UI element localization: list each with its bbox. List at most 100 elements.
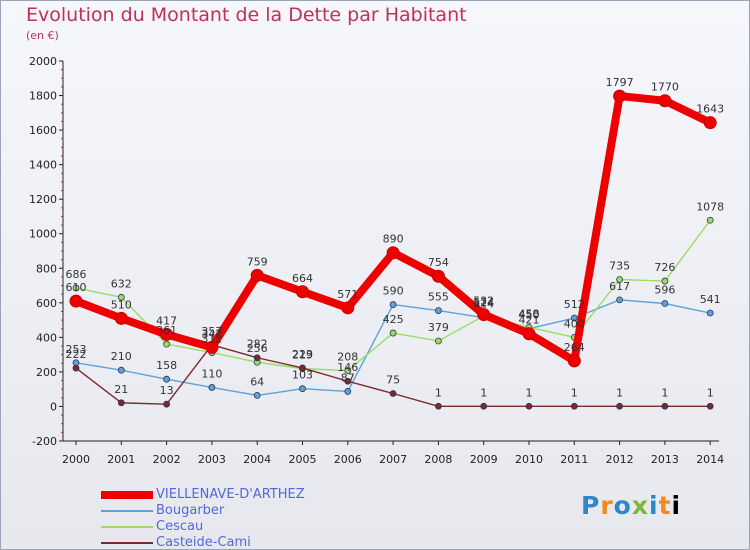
data-label-1: 555 — [428, 291, 449, 304]
y-tick-label: 1200 — [29, 193, 57, 206]
x-tick-label: 2004 — [243, 453, 271, 466]
x-tick-label: 2000 — [62, 453, 90, 466]
data-label-2: 256 — [247, 342, 268, 355]
data-label-3: 282 — [247, 338, 268, 351]
data-point-0 — [114, 311, 128, 325]
data-label-3: 21 — [114, 383, 128, 396]
legend-label-casteide-cami: Casteide-Cami — [156, 535, 251, 550]
data-label-2: 632 — [111, 277, 132, 290]
data-label-1: 110 — [201, 367, 222, 380]
data-label-0: 264 — [564, 341, 585, 354]
y-tick-label: 400 — [36, 331, 57, 344]
y-tick-label: 1000 — [29, 228, 57, 241]
data-label-3: 357 — [201, 325, 222, 338]
data-point-0 — [658, 94, 672, 108]
data-label-1: 87 — [341, 371, 355, 384]
data-label-1: 210 — [111, 350, 132, 363]
data-point-3 — [434, 402, 442, 410]
data-point-3 — [525, 402, 533, 410]
data-point-3 — [661, 402, 669, 410]
data-point-2 — [389, 329, 397, 337]
data-label-0: 342 — [201, 327, 222, 340]
data-label-3: 146 — [337, 361, 358, 374]
x-tick-label: 2009 — [470, 453, 498, 466]
data-point-3 — [72, 364, 80, 372]
data-point-0 — [386, 246, 400, 260]
data-point-1 — [344, 388, 352, 395]
data-point-2 — [72, 284, 80, 292]
y-tick-label: 200 — [36, 366, 57, 379]
legend-swatch-bougarber — [101, 510, 153, 512]
legend: VIELLENAVE-D'ARTHEZ Bougarber Cescau Cas… — [101, 487, 381, 550]
data-label-2: 735 — [609, 260, 630, 273]
data-label-3: 222 — [66, 348, 87, 361]
data-point-3 — [389, 390, 397, 397]
data-label-2: 726 — [654, 261, 675, 274]
data-label-3: 1 — [616, 386, 623, 399]
data-label-0: 417 — [156, 314, 177, 327]
data-label-2: 1078 — [696, 200, 724, 213]
data-label-3: 1 — [435, 386, 442, 399]
legend-label-viellenave: VIELLENAVE-D'ARTHEZ — [156, 487, 305, 502]
data-point-0 — [205, 340, 219, 354]
y-tick-label: 1400 — [29, 159, 57, 172]
data-point-2 — [706, 216, 714, 224]
legend-item-viellenave: VIELLENAVE-D'ARTHEZ — [101, 487, 381, 503]
legend-item-bougarber: Bougarber — [101, 503, 381, 519]
x-tick-label: 2005 — [289, 453, 317, 466]
data-label-0: 532 — [473, 295, 494, 308]
data-label-3: 1 — [707, 386, 714, 399]
chart-title: Evolution du Montant de la Dette par Hab… — [26, 4, 467, 26]
data-label-3: 1 — [480, 386, 487, 399]
data-point-1 — [163, 375, 171, 383]
data-point-3 — [163, 400, 171, 408]
data-point-3 — [299, 364, 306, 372]
data-label-1: 617 — [609, 280, 630, 293]
legend-item-cescau: Cescau — [101, 519, 381, 535]
data-point-1 — [299, 385, 306, 393]
y-tick-label: 1800 — [29, 90, 57, 103]
chart-subtitle: (en €) — [26, 29, 59, 42]
data-point-1 — [253, 391, 261, 399]
data-label-1: 596 — [654, 284, 675, 297]
data-label-2: 524 — [473, 296, 494, 309]
x-tick-label: 2011 — [560, 453, 588, 466]
data-label-0: 421 — [519, 314, 540, 327]
x-tick-label: 2007 — [379, 453, 407, 466]
data-point-0 — [250, 268, 264, 282]
data-label-2: 425 — [383, 313, 404, 326]
x-tick-label: 2002 — [153, 453, 181, 466]
data-label-2: 379 — [428, 321, 449, 334]
data-label-2: 312 — [201, 333, 222, 346]
y-tick-label: 0 — [50, 400, 57, 413]
data-label-1: 103 — [292, 369, 313, 382]
data-point-0 — [341, 301, 355, 315]
legend-swatch-viellenave — [101, 491, 153, 499]
data-point-1 — [208, 384, 216, 391]
legend-swatch-casteide-cami — [101, 542, 153, 544]
data-point-1 — [706, 309, 714, 317]
data-label-3: 13 — [160, 384, 174, 397]
data-label-0: 510 — [111, 298, 132, 311]
data-label-2: 208 — [337, 351, 358, 364]
y-tick-label: 1600 — [29, 124, 57, 137]
data-label-1: 514 — [473, 298, 494, 311]
data-label-0: 1797 — [606, 76, 634, 89]
data-point-1 — [570, 314, 578, 322]
data-point-2 — [163, 340, 171, 348]
data-label-2: 219 — [292, 349, 313, 362]
y-tick-label: 800 — [36, 262, 57, 275]
data-label-2: 361 — [156, 324, 177, 337]
x-tick-label: 2008 — [424, 453, 452, 466]
data-point-0 — [567, 354, 581, 368]
data-point-1 — [389, 301, 397, 308]
data-point-3 — [616, 402, 623, 410]
data-label-1: 253 — [66, 343, 87, 356]
data-label-0: 1770 — [651, 81, 679, 94]
data-label-0: 890 — [383, 233, 404, 246]
data-point-0 — [703, 116, 717, 130]
data-point-1 — [117, 366, 125, 374]
y-tick-label: -200 — [32, 435, 57, 448]
